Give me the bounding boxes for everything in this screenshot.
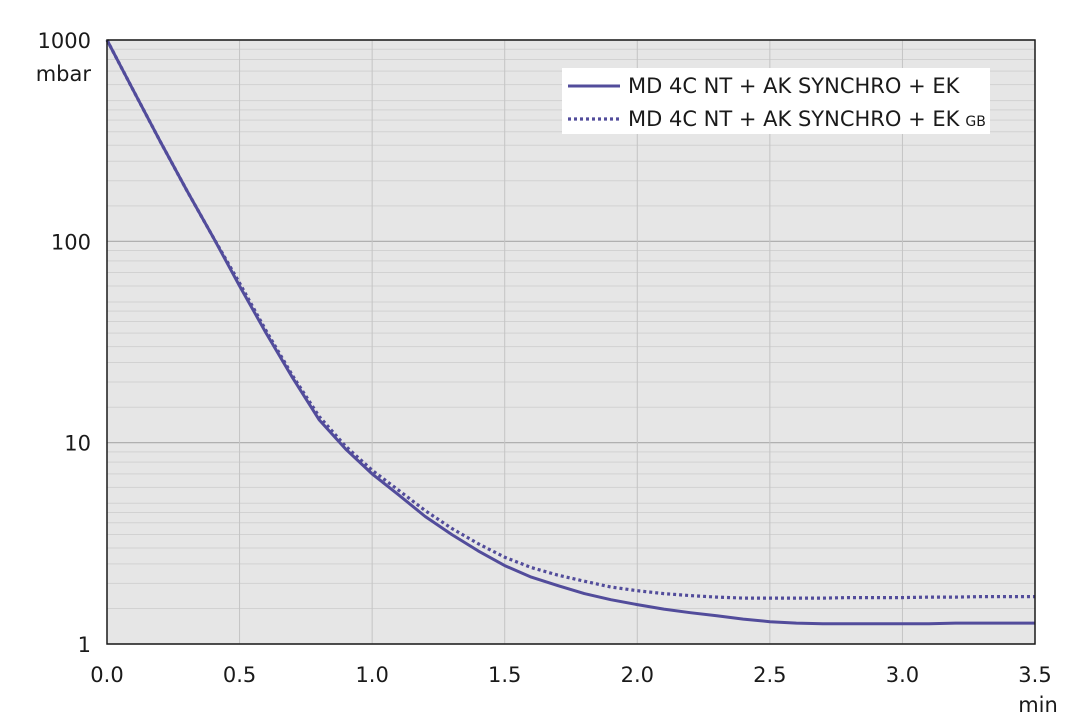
y-tick-label: 1 bbox=[78, 633, 91, 657]
legend: MD 4C NT + AK SYNCHRO + EK MD 4C NT + AK… bbox=[562, 68, 990, 134]
y-tick-label: 100 bbox=[51, 230, 91, 254]
x-tick-label: 2.5 bbox=[753, 663, 786, 687]
x-tick-label: 0.0 bbox=[90, 663, 123, 687]
series-layer bbox=[105, 39, 1035, 626]
grid-minor bbox=[107, 48, 1035, 610]
y-tick-label: 10 bbox=[64, 432, 91, 456]
y-axis-label: mbar bbox=[36, 62, 92, 86]
legend-background bbox=[562, 68, 990, 134]
x-tick-label: 3.5 bbox=[1018, 663, 1051, 687]
legend-entry-dotted-name: MD 4C NT + AK SYNCHRO + EK bbox=[628, 107, 961, 131]
x-tick-label: 0.5 bbox=[223, 663, 256, 687]
x-tick-label: 1.5 bbox=[488, 663, 521, 687]
x-axis-ticks: 0.0 0.5 1.0 1.5 2.0 2.5 3.0 3.5 bbox=[90, 663, 1051, 687]
legend-entry-dotted-subscript: GB bbox=[965, 114, 985, 130]
x-tick-label: 2.0 bbox=[621, 663, 654, 687]
plot-frame bbox=[106, 39, 1036, 645]
legend-entry-dotted: MD 4C NT + AK SYNCHRO + EK GB bbox=[628, 107, 986, 131]
legend-entry-solid: MD 4C NT + AK SYNCHRO + EK bbox=[628, 74, 961, 98]
y-tick-label: 1000 bbox=[38, 29, 91, 53]
x-axis-label: min bbox=[1018, 693, 1058, 717]
x-tick-label: 1.0 bbox=[355, 663, 388, 687]
y-axis-ticks: 1 10 100 1000 bbox=[38, 29, 91, 657]
x-tick-label: 3.0 bbox=[886, 663, 919, 687]
plot-area bbox=[107, 40, 1035, 644]
